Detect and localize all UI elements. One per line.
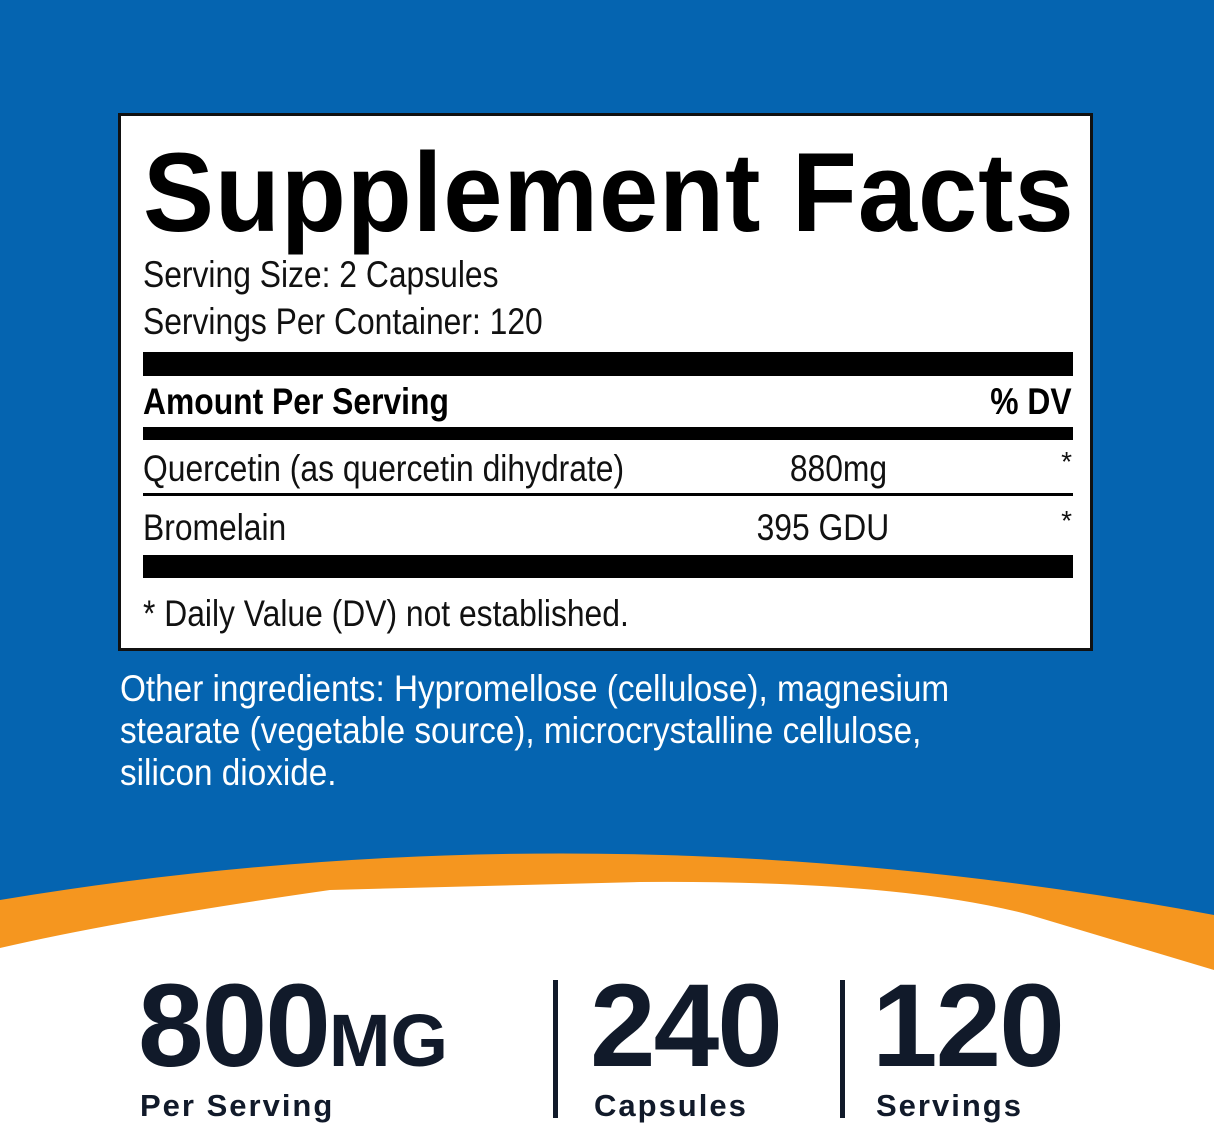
ingredient-amount: 880mg	[789, 448, 887, 489]
stat-value: 800	[138, 960, 331, 1092]
ingredient-name: Bromelain	[143, 507, 287, 548]
stat-servings: 120	[872, 960, 1065, 1092]
stat-label: Per Serving	[140, 1088, 335, 1123]
other-ingredients: Other ingredients: Hypromellose (cellulo…	[120, 668, 1100, 794]
stat-label: Capsules	[594, 1088, 748, 1123]
stat-unit: MG	[328, 999, 449, 1082]
other-ingredients-line: stearate (vegetable source), microcrysta…	[120, 710, 922, 751]
other-ingredients-line: silicon dioxide.	[120, 752, 337, 793]
facts-title: Supplement Facts	[143, 130, 1075, 255]
header-amount: Amount Per Serving	[143, 381, 449, 422]
footnote: * Daily Value (DV) not established.	[143, 593, 629, 634]
header-dv: % DV	[990, 381, 1072, 422]
orange-swoosh	[0, 853, 1214, 1127]
servings-per-container: Servings Per Container: 120	[143, 301, 543, 342]
stat-serving: 800MG	[138, 958, 448, 1094]
stat-label: Servings	[876, 1088, 1023, 1123]
supplement-facts-panel: Supplement Facts Serving Size: 2 Capsule…	[118, 113, 1093, 651]
other-ingredients-line: Other ingredients: Hypromellose (cellulo…	[120, 668, 950, 709]
divider-line	[143, 493, 1073, 496]
ingredient-amount: 395 GDU	[756, 507, 889, 548]
stat-divider	[840, 980, 845, 1118]
divider-bar	[143, 555, 1073, 578]
stat-divider	[553, 980, 558, 1118]
ingredient-name: Quercetin (as quercetin dihydrate)	[143, 448, 625, 489]
ingredient-dv: *	[1061, 446, 1072, 477]
divider-bar	[143, 352, 1073, 376]
divider-bar	[143, 427, 1073, 440]
ingredient-dv: *	[1061, 505, 1072, 536]
stat-capsules: 240	[590, 960, 783, 1092]
serving-size: Serving Size: 2 Capsules	[143, 254, 499, 295]
